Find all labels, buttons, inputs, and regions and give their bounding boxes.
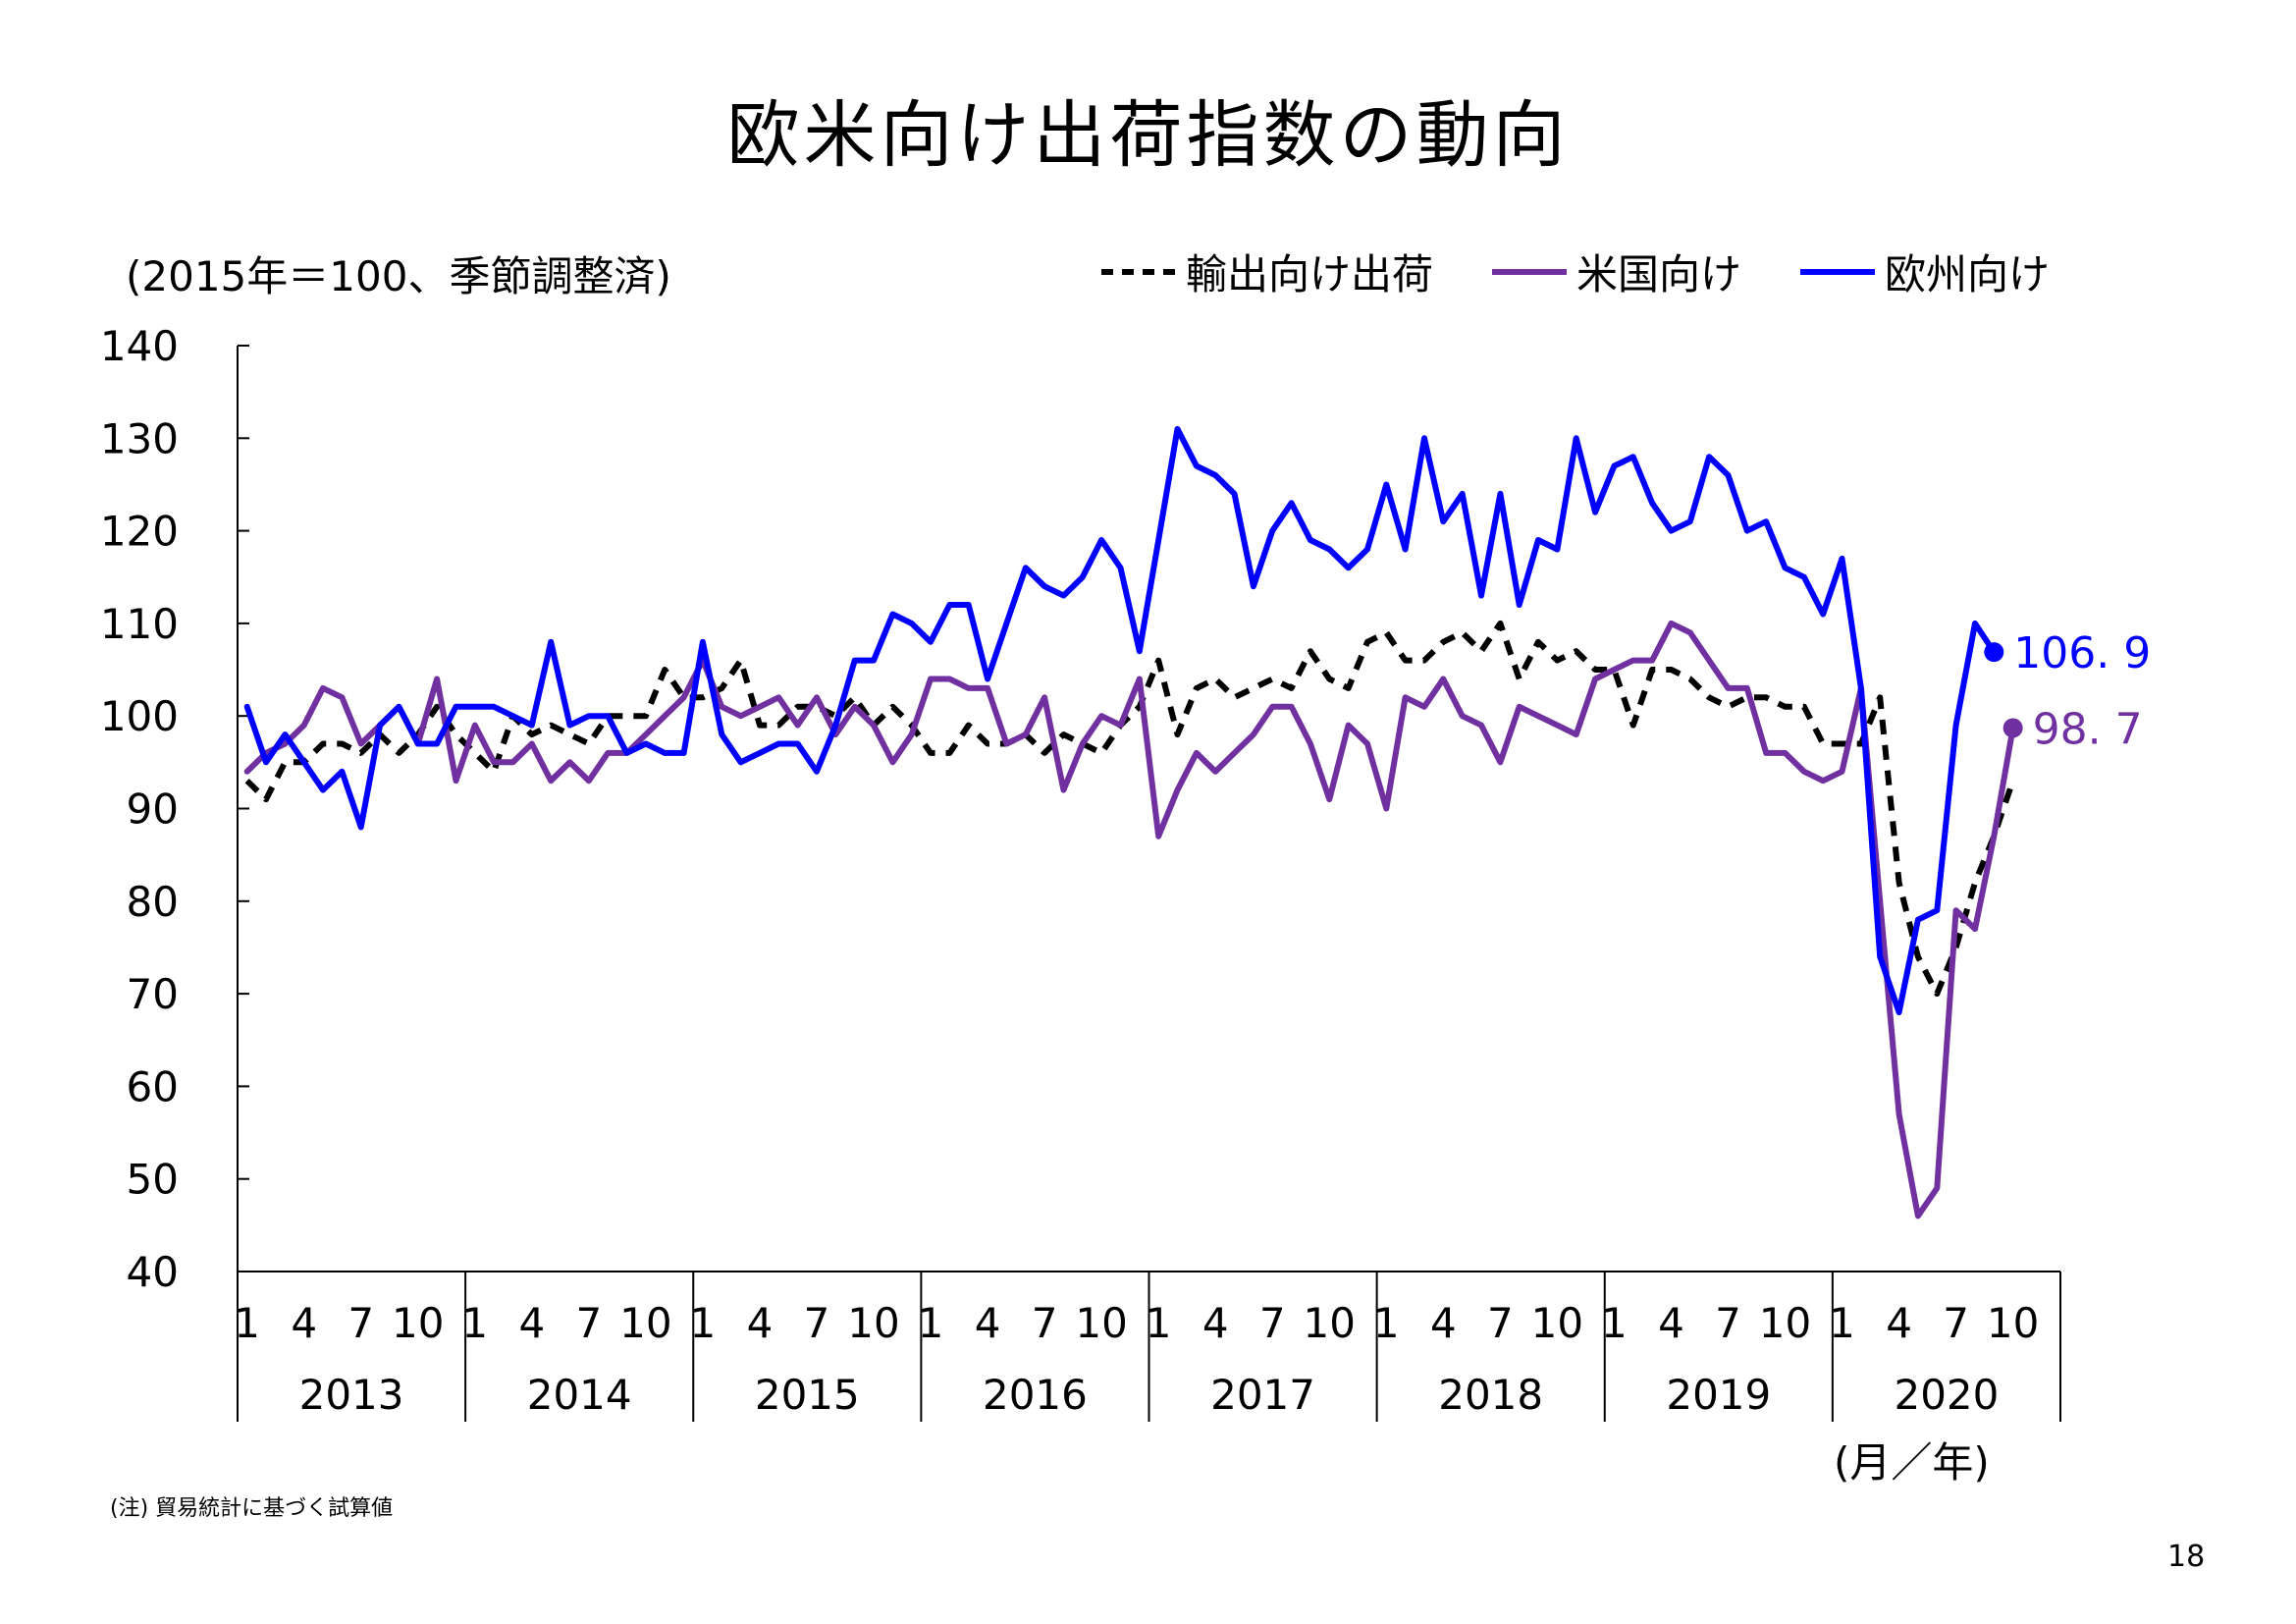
x-month-tick-label: 7 bbox=[1259, 1299, 1286, 1347]
x-month-tick-label: 10 bbox=[1987, 1299, 2039, 1347]
x-year-label: 2014 bbox=[527, 1371, 632, 1419]
x-month-tick-label: 7 bbox=[1715, 1299, 1741, 1347]
chart-title: 欧米向け出荷指数の動向 bbox=[726, 93, 1570, 178]
y-tick-label: 80 bbox=[127, 878, 179, 926]
legend-item-us: 米国向け bbox=[1490, 242, 1741, 301]
x-month-tick-label: 1 bbox=[461, 1299, 488, 1347]
series-line-1 bbox=[243, 620, 2016, 1219]
x-month-tick-label: 1 bbox=[1601, 1299, 1628, 1347]
page-number: 18 bbox=[2167, 1540, 2206, 1574]
series-line-2 bbox=[243, 425, 1998, 1015]
y-tick-label: 40 bbox=[127, 1248, 179, 1296]
end-point-marker bbox=[1984, 642, 2004, 663]
y-tick-label: 60 bbox=[127, 1062, 179, 1110]
y-axis-unit-label: (2015年＝100、季節調整済) bbox=[126, 252, 671, 300]
x-month-tick-label: 1 bbox=[1829, 1299, 1855, 1347]
legend-swatch-export bbox=[1101, 268, 1176, 275]
y-tick-label: 130 bbox=[100, 414, 179, 462]
y-tick-label: 70 bbox=[127, 970, 179, 1018]
x-month-tick-label: 7 bbox=[347, 1299, 374, 1347]
x-year-label: 2020 bbox=[1894, 1371, 1999, 1419]
y-tick-label: 50 bbox=[127, 1156, 179, 1204]
x-year-label: 2019 bbox=[1666, 1371, 1771, 1419]
x-month-tick-label: 7 bbox=[1487, 1299, 1514, 1347]
legend-swatch-europe bbox=[1800, 268, 1876, 275]
x-month-tick-label: 10 bbox=[1531, 1299, 1583, 1347]
end-point-marker bbox=[2002, 718, 2023, 738]
x-month-tick-label: 10 bbox=[1075, 1299, 1127, 1347]
y-tick-label: 120 bbox=[100, 508, 179, 556]
x-month-tick-label: 4 bbox=[518, 1299, 545, 1347]
legend-label-europe: 欧州向け bbox=[1885, 250, 2051, 298]
x-month-tick-label: 4 bbox=[1202, 1299, 1229, 1347]
footnote: (注) 貿易統計に基づく試算値 bbox=[110, 1496, 394, 1521]
x-axis-unit-label: (月／年) bbox=[1834, 1438, 1990, 1487]
x-month-tick-label: 7 bbox=[804, 1299, 830, 1347]
x-month-tick-label: 4 bbox=[1430, 1299, 1457, 1347]
x-month-tick-label: 1 bbox=[234, 1299, 260, 1347]
end-value-label: 106. 9 bbox=[2013, 628, 2151, 678]
legend-label-export: 輸出向け出荷 bbox=[1186, 250, 1434, 298]
legend-item-europe: 欧州向け bbox=[1798, 242, 2050, 301]
x-month-tick-label: 10 bbox=[1759, 1299, 1811, 1347]
x-month-tick-label: 7 bbox=[575, 1299, 602, 1347]
x-month-tick-label: 1 bbox=[690, 1299, 717, 1347]
x-month-tick-label: 10 bbox=[619, 1299, 671, 1347]
x-month-tick-label: 4 bbox=[1658, 1299, 1684, 1347]
x-month-tick-label: 10 bbox=[847, 1299, 899, 1347]
x-year-label: 2015 bbox=[755, 1371, 860, 1419]
x-month-tick-label: 10 bbox=[392, 1299, 444, 1347]
x-month-tick-label: 4 bbox=[1886, 1299, 1912, 1347]
end-value-label: 98. 7 bbox=[2033, 704, 2143, 754]
x-month-tick-label: 1 bbox=[1146, 1299, 1172, 1347]
y-tick-label: 140 bbox=[100, 322, 179, 370]
legend-item-export: 輸出向け出荷 bbox=[1099, 242, 1433, 301]
x-month-tick-label: 4 bbox=[291, 1299, 317, 1347]
x-year-label: 2013 bbox=[299, 1371, 404, 1419]
y-tick-label: 90 bbox=[127, 785, 179, 834]
x-month-tick-label: 7 bbox=[1032, 1299, 1058, 1347]
series-line-0 bbox=[244, 620, 2016, 998]
legend: 輸出向け出荷 米国向け 欧州向け bbox=[1099, 242, 2107, 301]
x-month-tick-label: 10 bbox=[1304, 1299, 1356, 1347]
y-tick-label: 110 bbox=[100, 600, 179, 648]
x-month-tick-label: 4 bbox=[747, 1299, 774, 1347]
x-month-tick-label: 1 bbox=[918, 1299, 944, 1347]
x-year-label: 2016 bbox=[983, 1371, 1088, 1419]
x-month-tick-label: 7 bbox=[1943, 1299, 1969, 1347]
x-year-label: 2018 bbox=[1438, 1371, 1543, 1419]
x-month-tick-label: 4 bbox=[975, 1299, 1001, 1347]
y-tick-label: 100 bbox=[100, 692, 179, 740]
legend-swatch-us bbox=[1492, 268, 1568, 275]
x-year-label: 2017 bbox=[1210, 1371, 1315, 1419]
x-month-tick-label: 1 bbox=[1373, 1299, 1400, 1347]
legend-label-us: 米国向け bbox=[1576, 250, 1742, 298]
